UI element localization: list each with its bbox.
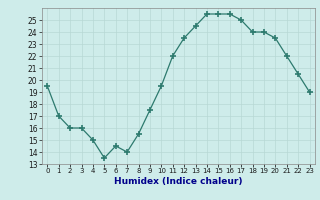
X-axis label: Humidex (Indice chaleur): Humidex (Indice chaleur) [114,177,243,186]
